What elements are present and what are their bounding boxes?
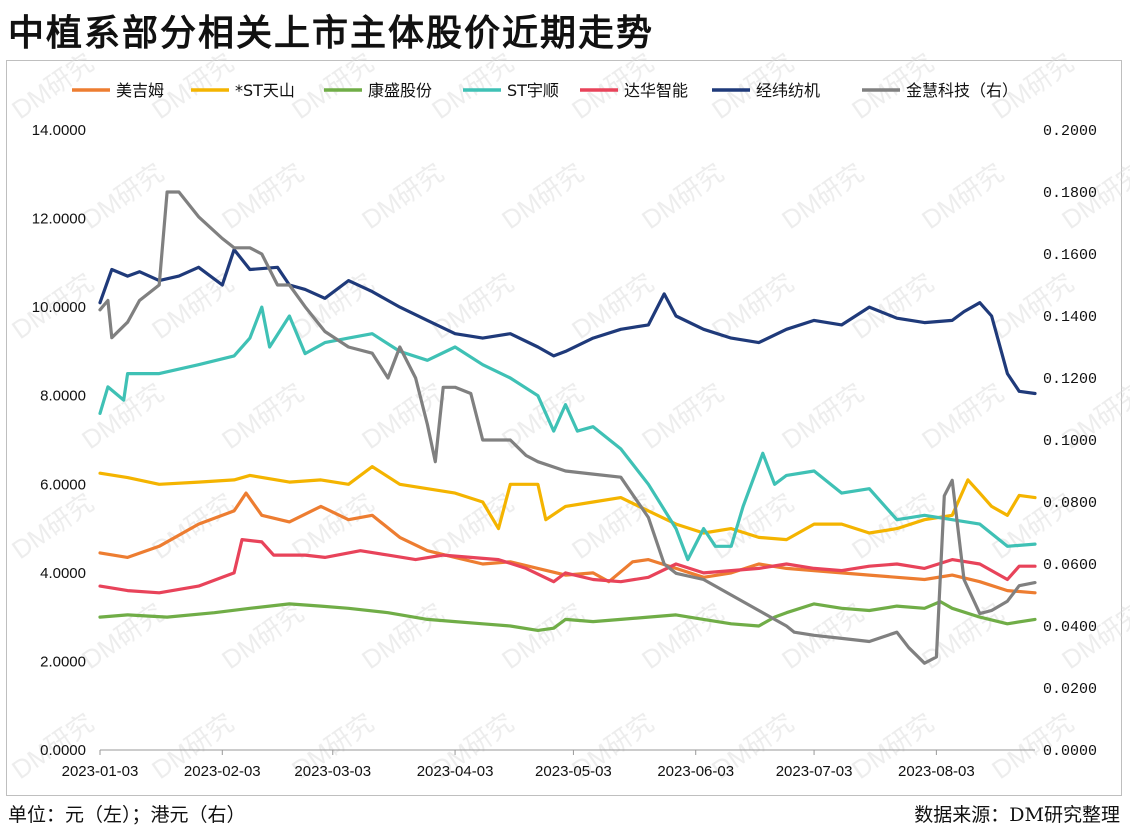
watermark-text: DM研究 [916,377,1009,455]
chart-axes: 0.0000 2.0000 4.0000 6.0000 8.0000 10.0000 12.… [32,122,1097,780]
y-right-tick-label: 0.2000 [1043,123,1097,140]
series-line [98,600,1037,632]
x-tick-label: 2023-07-03 [776,763,853,780]
x-tick-label: 2023-02-03 [184,763,261,780]
watermark-text: DM研究 [496,597,589,675]
watermark-text: DM研究 [496,377,589,455]
watermark-text: DM研究 [76,377,169,455]
watermark-text: DM研究 [356,597,449,675]
watermark-text: DM研究 [286,487,379,565]
watermark-text: DM研究 [496,157,589,235]
y-right-tick-label: 0.0800 [1043,495,1097,512]
y-right-tick-label: 0.1800 [1043,185,1097,202]
x-tick-label: 2023-05-03 [535,763,612,780]
watermark-text: DM研究 [1126,707,1130,785]
watermark-text: DM研究 [6,47,99,125]
y-right-tick-label: 0.1600 [1043,247,1097,264]
watermark-text: DM研究 [916,157,1009,235]
y-left-tick-label: 2.0000 [40,653,86,670]
series-line [98,190,1037,665]
legend-label: 经纬纺机 [756,81,820,100]
watermark-text: DM研究 [636,157,729,235]
watermark-text: DM研究 [1126,47,1130,125]
watermark-text: DM研究 [846,267,939,345]
y-right-tick-label: 0.0000 [1043,743,1097,760]
watermark-layer: DM研究 DM研究 DM研究 DM研究 DM研究 DM研究 DM研究 DM研究 DM研究 DM研究… [6,47,1130,785]
watermark-text: DM研究 [636,597,729,675]
legend-label: 美吉姆 [116,81,164,100]
legend-label: ST宇顺 [507,81,559,100]
y-left-tick-label: 4.0000 [40,565,86,582]
watermark-text: DM研究 [846,487,939,565]
y-left-tick-label: 6.0000 [40,476,86,493]
watermark-text: DM研究 [636,377,729,455]
chart-series [98,190,1037,665]
watermark-text: DM研究 [1056,597,1130,675]
y-right-tick-label: 0.0400 [1043,619,1097,636]
watermark-text: DM研究 [776,157,869,235]
legend-label: *ST天山 [235,81,295,100]
watermark-text: DM研究 [356,157,449,235]
watermark-text: DM研究 [76,597,169,675]
x-tick-label: 2023-06-03 [657,763,734,780]
x-tick-label: 2023-03-03 [294,763,371,780]
x-tick-label: 2023-04-03 [417,763,494,780]
watermark-text: DM研究 [76,157,169,235]
watermark-text: DM研究 [286,267,379,345]
watermark-text: DM研究 [216,597,309,675]
chart-legend: 美吉姆 *ST天山 康盛股份 ST宇顺 达华智能 经纬纺机 金慧科技（右） [72,81,1018,100]
chart-frame [6,60,1122,796]
y-left-tick-label: 0.0000 [40,742,86,759]
y-left-tick-label: 8.0000 [40,388,86,405]
series-line [98,491,1037,595]
legend-label: 金慧科技（右） [906,81,1018,100]
watermark-text: DM研究 [6,487,99,565]
legend-label: 康盛股份 [368,81,432,100]
series-line [98,305,1037,562]
watermark-text: DM研究 [286,47,379,125]
watermark-text: DM研究 [776,377,869,455]
watermark-text: DM研究 [356,377,449,455]
y-left-tick-label: 14.0000 [32,122,86,139]
y-right-tick-label: 0.0200 [1043,681,1097,698]
watermark-text: DM研究 [986,267,1079,345]
y-left-tick-label: 10.0000 [32,299,86,316]
legend-label: 达华智能 [624,81,688,100]
watermark-text: DM研究 [1126,487,1130,565]
watermark-text: DM研究 [216,157,309,235]
x-tick-label: 2023-01-03 [62,763,139,780]
x-tick-label: 2023-08-03 [898,763,975,780]
unit-note: 单位：元（左）；港元（右） [8,804,246,826]
y-right-tick-label: 0.0600 [1043,557,1097,574]
y-right-tick-label: 0.1000 [1043,433,1097,450]
y-right-tick-label: 0.1400 [1043,309,1097,326]
watermark-text: DM研究 [426,47,519,125]
watermark-text: DM研究 [1126,267,1130,345]
page-title: 中植系部分相关上市主体股价近期走势 [8,12,655,54]
watermark-text: DM研究 [706,487,799,565]
source-note: 数据来源：DM研究整理 [914,804,1120,826]
watermark-text: DM研究 [216,377,309,455]
y-right-tick-label: 0.1200 [1043,371,1097,388]
y-left-tick-label: 12.0000 [32,211,86,228]
series-line [98,248,1037,396]
series-line [98,538,1037,595]
